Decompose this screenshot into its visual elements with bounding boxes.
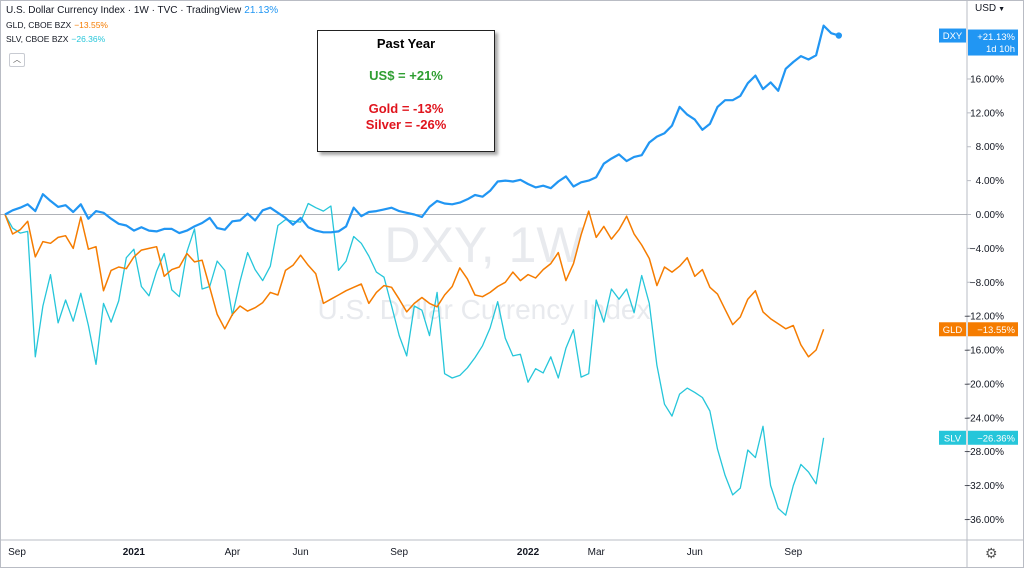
series-tag-dxy [939, 28, 966, 43]
y-tick-label: −28.00% [964, 447, 1004, 458]
x-tick-label: Jun [687, 547, 703, 558]
annotation-usd: US$ = +21% [369, 68, 443, 83]
y-tick-label: −4.00% [970, 244, 1004, 255]
watermark: DXY, 1W U.S. Dollar Currency Index [317, 217, 650, 325]
legend-main-title: U.S. Dollar Currency Index · 1W · TVC · … [6, 5, 242, 16]
y-tick-label: 16.00% [970, 74, 1004, 85]
dxy-last-point [835, 32, 842, 39]
legend-main-value: 21.13% [244, 5, 279, 16]
y-tick-label: −12.00% [964, 312, 1004, 323]
legend-slv-value: −26.36% [71, 34, 106, 44]
series-tag-text-gld: GLD [943, 325, 963, 336]
legend-slv-title: SLV, CBOE BZX [6, 34, 69, 44]
x-tick-label: 2021 [123, 547, 146, 558]
y-tick-label: 12.00% [970, 108, 1004, 119]
chevron-up-icon: ︿ [13, 55, 21, 64]
caret-down-icon: ▼ [998, 6, 1006, 13]
watermark-main: DXY, 1W [384, 217, 584, 273]
legend-gld-value: −13.55% [74, 20, 108, 30]
series-tag-slv [939, 430, 966, 445]
series-value-text-gld: −13.55% [977, 325, 1015, 336]
series-line-dxy[interactable] [4, 24, 840, 235]
y-tick-label: 4.00% [976, 176, 1004, 187]
series-value-badge-dxy [968, 29, 1018, 56]
x-tick-label: Sep [784, 547, 802, 558]
series-value-badge-slv [968, 430, 1018, 445]
y-tick-label: 0.00% [976, 210, 1004, 221]
series-line-gld[interactable] [4, 210, 825, 358]
series-value-text-dxy: +21.13% [977, 32, 1015, 43]
y-tick-label: −16.00% [964, 346, 1004, 357]
legend-gld-row[interactable]: GLD, CBOE BZX −13.55% [6, 18, 278, 32]
series-countdown-text: 1d 10h [986, 44, 1015, 55]
gear-icon[interactable]: ⚙ [985, 545, 998, 561]
annotation-title: Past Year [376, 36, 436, 51]
y-tick-label: −32.00% [964, 481, 1004, 492]
y-tick-label: −24.00% [964, 413, 1004, 424]
x-tick-label: Mar [588, 547, 606, 558]
series-tag-text-slv: SLV [944, 433, 962, 444]
y-tick-label: −20.00% [964, 379, 1004, 390]
annotation-box[interactable]: Past Year US$ = +21% Gold = -13% Silver … [317, 30, 495, 152]
currency-label: USD [975, 3, 997, 14]
series-tag-text-dxy: DXY [943, 31, 963, 42]
legend-main-row[interactable]: U.S. Dollar Currency Index · 1W · TVC · … [6, 4, 278, 18]
x-tick-label: Apr [225, 547, 241, 558]
x-tick-label: Sep [8, 547, 26, 558]
annotation-gold: Gold = -13% [368, 101, 444, 116]
legend-gld-title: GLD, CBOE BZX [6, 20, 72, 30]
series-line-slv[interactable] [4, 202, 825, 516]
legend-collapse-button[interactable]: ︿ [9, 53, 25, 67]
y-tick-label: −8.00% [970, 278, 1004, 289]
annotation-silver: Silver = -26% [365, 117, 447, 132]
chart-legend: U.S. Dollar Currency Index · 1W · TVC · … [6, 4, 278, 46]
x-tick-label: Jun [293, 547, 309, 558]
y-tick-label: −36.00% [964, 515, 1004, 526]
legend-slv-row[interactable]: SLV, CBOE BZX −26.36% [6, 32, 278, 46]
series-value-badge-gld [968, 322, 1018, 337]
x-tick-label: Sep [390, 547, 408, 558]
series-value-text-slv: −26.36% [977, 433, 1015, 444]
series-tag-gld [939, 322, 966, 337]
y-tick-label: 8.00% [976, 142, 1004, 153]
x-tick-label: 2022 [517, 547, 540, 558]
currency-selector[interactable]: USD ▼ [975, 3, 1005, 14]
